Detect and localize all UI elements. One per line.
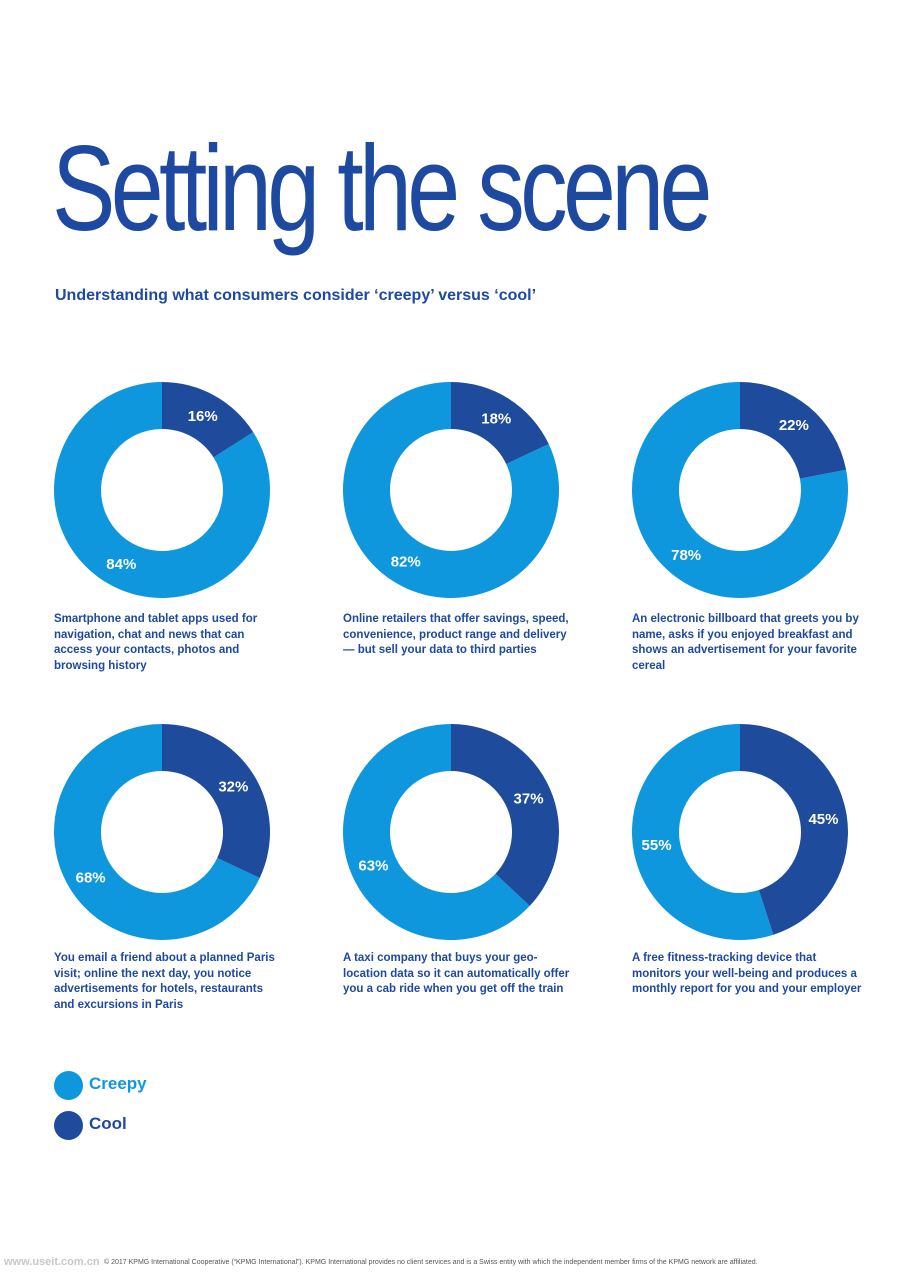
donut-svg: 68% 32% [54,724,270,940]
chart-caption-5: A taxi company that buys your geo-locati… [343,952,570,995]
cool-segment [451,724,559,906]
watermark: www.useit.com.cn [4,1256,100,1268]
cool-percent-label: 22% [779,417,809,434]
cool-percent-label: 37% [514,790,544,807]
creepy-segment [343,382,559,598]
creepy-segment [54,724,260,940]
donut-svg: 63% 37% [342,724,559,940]
cool-segment [451,382,549,465]
chart-caption-6: A free fitness-tracking device that moni… [632,952,862,995]
creepy-segment [342,724,530,940]
page-title: Setting the scene [52,120,712,256]
donut-svg: 84% 16% [53,382,271,598]
creepy-percent-label: 68% [76,869,106,886]
cool-percent-label: 45% [808,811,838,828]
chart-caption-1: Smartphone and tablet apps used for navi… [54,613,258,672]
donut-svg: 82% 18% [343,382,559,598]
legend-label-cool: Cool [89,1114,127,1133]
donut-chart-5: 63% 37% [341,722,561,942]
cool-percent-label: 16% [188,408,218,425]
donut-chart-6: 55% 45% [630,722,850,942]
donut-chart-1: 84% 16% [52,380,272,600]
donut-chart-2: 82% 18% [341,380,561,600]
donut-chart-3: 78% 22% [630,380,850,600]
donut-chart-4: 68% 32% [52,722,272,942]
creepy-percent-label: 78% [671,547,701,564]
creepy-segment [632,724,774,940]
donut-svg: 78% 22% [632,382,848,598]
cool-segment [162,382,254,458]
creepy-percent-label: 55% [642,837,672,854]
cool-percent-label: 18% [481,411,511,428]
chart-caption-3: An electronic billboard that greets you … [632,613,859,672]
creepy-percent-label: 63% [358,858,388,875]
creepy-percent-label: 82% [391,553,421,570]
creepy-segment [632,382,848,598]
page-subtitle: Understanding what consumers consider ‘c… [55,287,537,304]
chart-caption-4: You email a friend about a planned Paris… [54,952,275,1011]
donut-svg: 55% 45% [632,724,848,940]
cool-segment [162,724,270,878]
legend-label-creepy: Creepy [89,1074,147,1093]
cool-percent-label: 32% [218,779,248,796]
copyright-footer: © 2017 KPMG International Cooperative (“… [104,1259,758,1266]
chart-caption-2: Online retailers that offer savings, spe… [343,613,569,656]
cool-swatch [54,1111,83,1140]
creepy-segment [53,382,271,598]
creepy-percent-label: 84% [106,556,136,573]
creepy-swatch [54,1071,83,1100]
cool-segment [740,382,847,479]
cool-segment [740,724,848,935]
